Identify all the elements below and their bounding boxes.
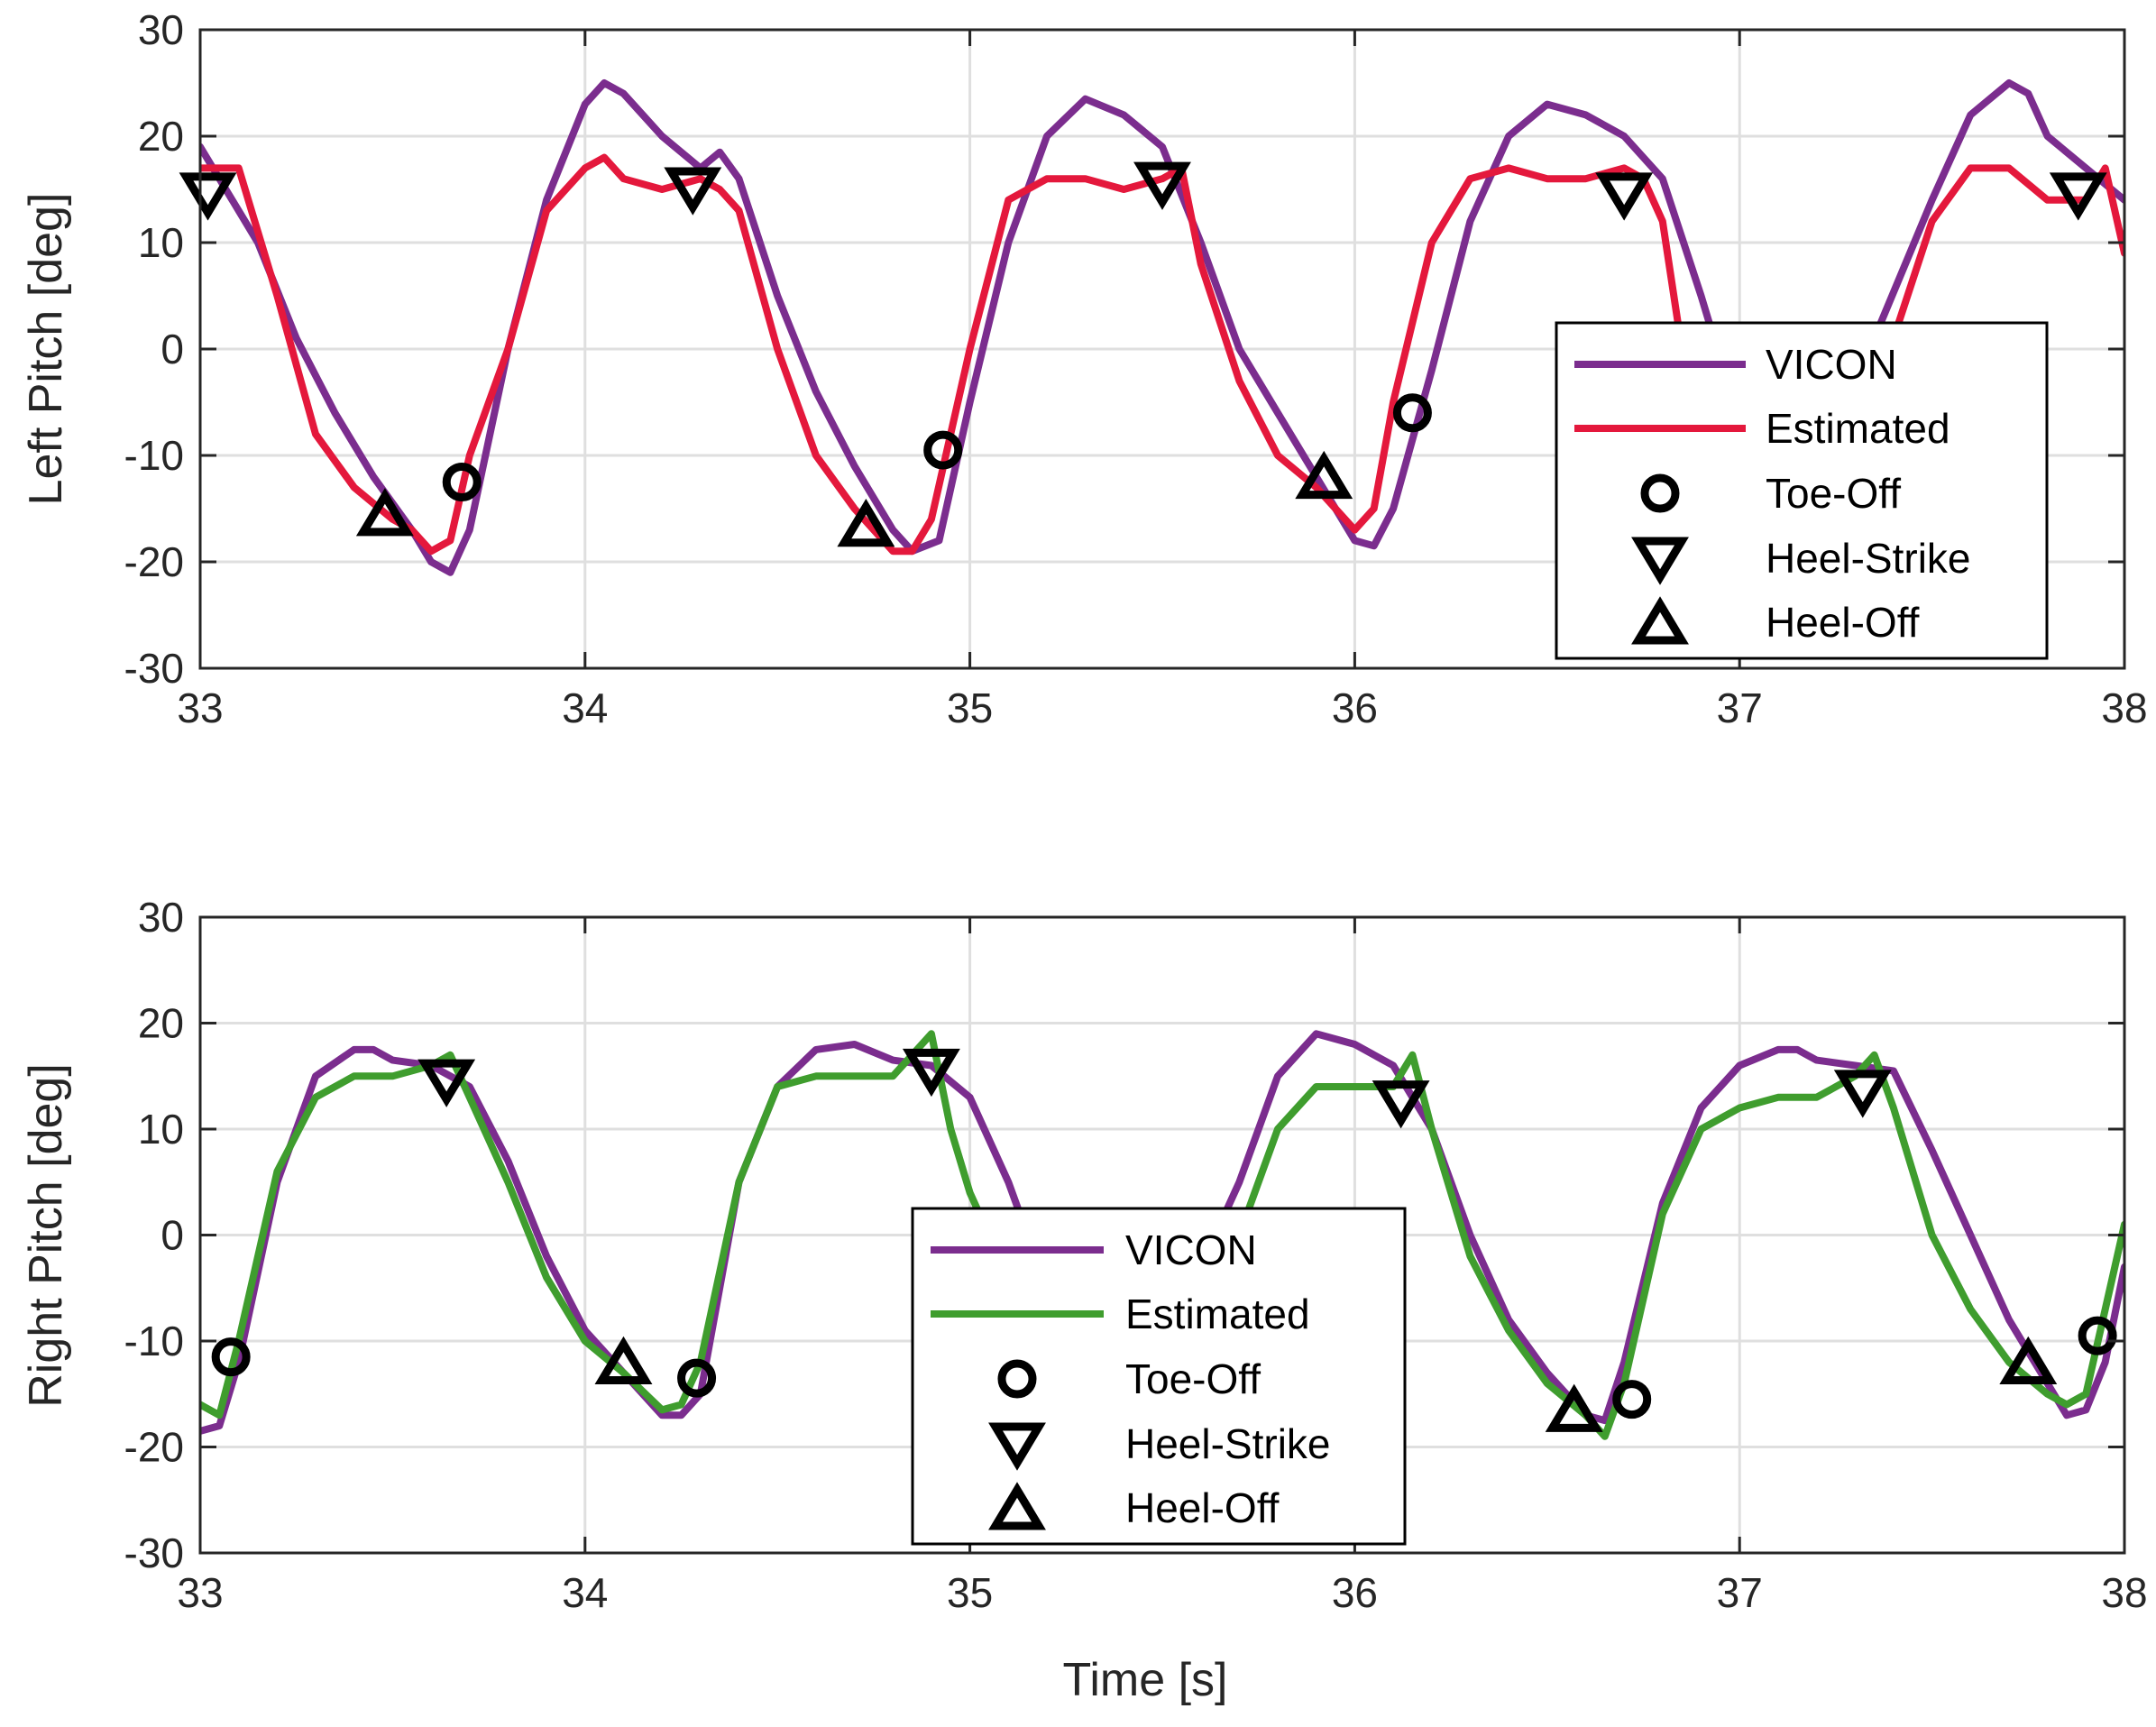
x-axis-label: Time [s] bbox=[1063, 1654, 1228, 1706]
right-heel-strike-marker bbox=[1372, 1080, 1430, 1129]
left-estimated-line bbox=[200, 153, 2124, 556]
right-x-tick-label: 36 bbox=[1332, 1569, 1378, 1616]
left-heel-off-marker bbox=[837, 498, 895, 547]
right-legend-toe-off-marker bbox=[997, 1359, 1037, 1399]
left-legend-box bbox=[1555, 321, 2049, 660]
left-vicon-line bbox=[200, 79, 2124, 576]
left-y-axis-label: Left Pitch [deg] bbox=[20, 193, 72, 506]
left-x-tick-label: 33 bbox=[177, 684, 223, 731]
right-y-tick-label: 10 bbox=[138, 1106, 184, 1153]
left-y-tick-label: -20 bbox=[124, 538, 184, 585]
left-toe-off-marker bbox=[442, 463, 482, 501]
left-y-tick-label: -30 bbox=[124, 645, 184, 692]
right-plot-area bbox=[200, 1030, 2124, 1440]
left-x-tick-label: 34 bbox=[562, 684, 608, 731]
left-pitch-axes: 33 34 35 36 37 38 -30 -20 -10 0 10 20 30 Left Pitch … bbox=[20, 6, 2148, 731]
right-legend-vicon-label: VICON bbox=[1125, 1226, 1257, 1273]
left-ticks: 33 34 35 36 37 38 -30 -20 -10 0 10 20 30 bbox=[124, 6, 2148, 731]
left-toe-off-marker bbox=[923, 430, 963, 470]
left-x-tick-label: 35 bbox=[947, 684, 993, 731]
right-legend-heel-off-label: Heel-Off bbox=[1125, 1484, 1280, 1531]
left-y-tick-label: -10 bbox=[124, 432, 184, 479]
left-legend-vicon-label: VICON bbox=[1766, 341, 1897, 388]
right-legend-heel-strike-label: Heel-Strike bbox=[1125, 1420, 1331, 1467]
left-series-group bbox=[200, 79, 2124, 576]
left-heel-strike-marker bbox=[1133, 161, 1191, 210]
left-legend-heel-strike-marker bbox=[1631, 537, 1689, 585]
left-y-tick-label: 10 bbox=[138, 219, 184, 266]
right-series-group bbox=[200, 1030, 2124, 1440]
right-x-tick-label: 38 bbox=[2101, 1569, 2147, 1616]
left-heel-strike-marker bbox=[1595, 172, 1654, 221]
right-y-tick-label: -10 bbox=[124, 1318, 184, 1364]
left-legend-heel-off-label: Heel-Off bbox=[1766, 599, 1920, 646]
right-x-tick-label: 35 bbox=[947, 1569, 993, 1616]
right-legend-toe-off-label: Toe-Off bbox=[1125, 1355, 1261, 1402]
right-heel-strike-marker bbox=[417, 1059, 476, 1107]
left-heel-strike-marker bbox=[2049, 172, 2107, 221]
right-x-tick-label: 33 bbox=[177, 1569, 223, 1616]
left-legend-estimated-label: Estimated bbox=[1766, 405, 1950, 452]
left-x-tick-label: 38 bbox=[2101, 684, 2147, 731]
right-y-tick-label: -20 bbox=[124, 1424, 184, 1471]
left-y-tick-label: 0 bbox=[161, 326, 184, 372]
left-plot-area bbox=[179, 79, 2124, 576]
right-legend-heel-off-marker bbox=[988, 1482, 1046, 1530]
left-legend-toe-off-marker bbox=[1640, 473, 1680, 513]
right-y-tick-label: 30 bbox=[138, 894, 184, 941]
right-y-tick-label: -30 bbox=[124, 1529, 184, 1576]
right-x-tick-label: 37 bbox=[1717, 1569, 1763, 1616]
right-y-tick-label: 0 bbox=[161, 1212, 184, 1259]
right-heel-off-marker bbox=[594, 1336, 653, 1384]
left-x-tick-label: 37 bbox=[1717, 684, 1763, 731]
right-legend-heel-strike-marker bbox=[988, 1422, 1046, 1471]
left-heel-strike-marker bbox=[664, 167, 722, 216]
right-y-axis-label: Right Pitch [deg] bbox=[20, 1063, 72, 1408]
left-legend-toe-off-label: Toe-Off bbox=[1766, 470, 1901, 517]
left-heel-off-marker bbox=[355, 488, 414, 537]
right-toe-off-marker bbox=[2078, 1316, 2117, 1355]
right-pitch-axes: 33 34 35 36 37 38 -30 -20 -10 0 10 20 30 Right Pitch… bbox=[20, 894, 2148, 1706]
left-x-tick-label: 36 bbox=[1332, 684, 1378, 731]
right-vicon-line bbox=[200, 1030, 2124, 1435]
left-toe-off-marker bbox=[1392, 393, 1432, 433]
right-heel-off-marker bbox=[1999, 1336, 2058, 1384]
left-legend-heel-off-marker bbox=[1631, 596, 1689, 645]
left-y-tick-label: 20 bbox=[138, 113, 184, 160]
right-heel-off-marker bbox=[1545, 1383, 1603, 1432]
right-estimated-line bbox=[200, 1030, 2124, 1440]
left-y-tick-label: 30 bbox=[138, 6, 184, 53]
right-heel-strike-marker bbox=[1833, 1070, 1892, 1118]
left-heel-strike-marker bbox=[179, 172, 237, 221]
right-toe-off-marker bbox=[1612, 1380, 1652, 1419]
right-x-tick-label: 34 bbox=[562, 1569, 608, 1616]
left-heel-off-marker bbox=[1295, 450, 1353, 500]
right-toe-off-marker bbox=[211, 1337, 251, 1377]
left-legend-heel-strike-label: Heel-Strike bbox=[1766, 535, 1971, 582]
left-legend: VICON Estimated Toe-Off Heel-Strike Heel… bbox=[1555, 321, 2049, 660]
right-heel-strike-marker bbox=[902, 1048, 960, 1098]
right-legend: VICON Estimated Toe-Off Heel-Strike Heel… bbox=[911, 1207, 1407, 1546]
right-toe-off-marker bbox=[677, 1358, 717, 1398]
right-ticks: 33 34 35 36 37 38 -30 -20 -10 0 10 20 30 bbox=[124, 894, 2148, 1616]
right-legend-box bbox=[911, 1207, 1407, 1546]
right-y-tick-label: 20 bbox=[138, 1000, 184, 1047]
right-legend-estimated-label: Estimated bbox=[1125, 1291, 1310, 1337]
